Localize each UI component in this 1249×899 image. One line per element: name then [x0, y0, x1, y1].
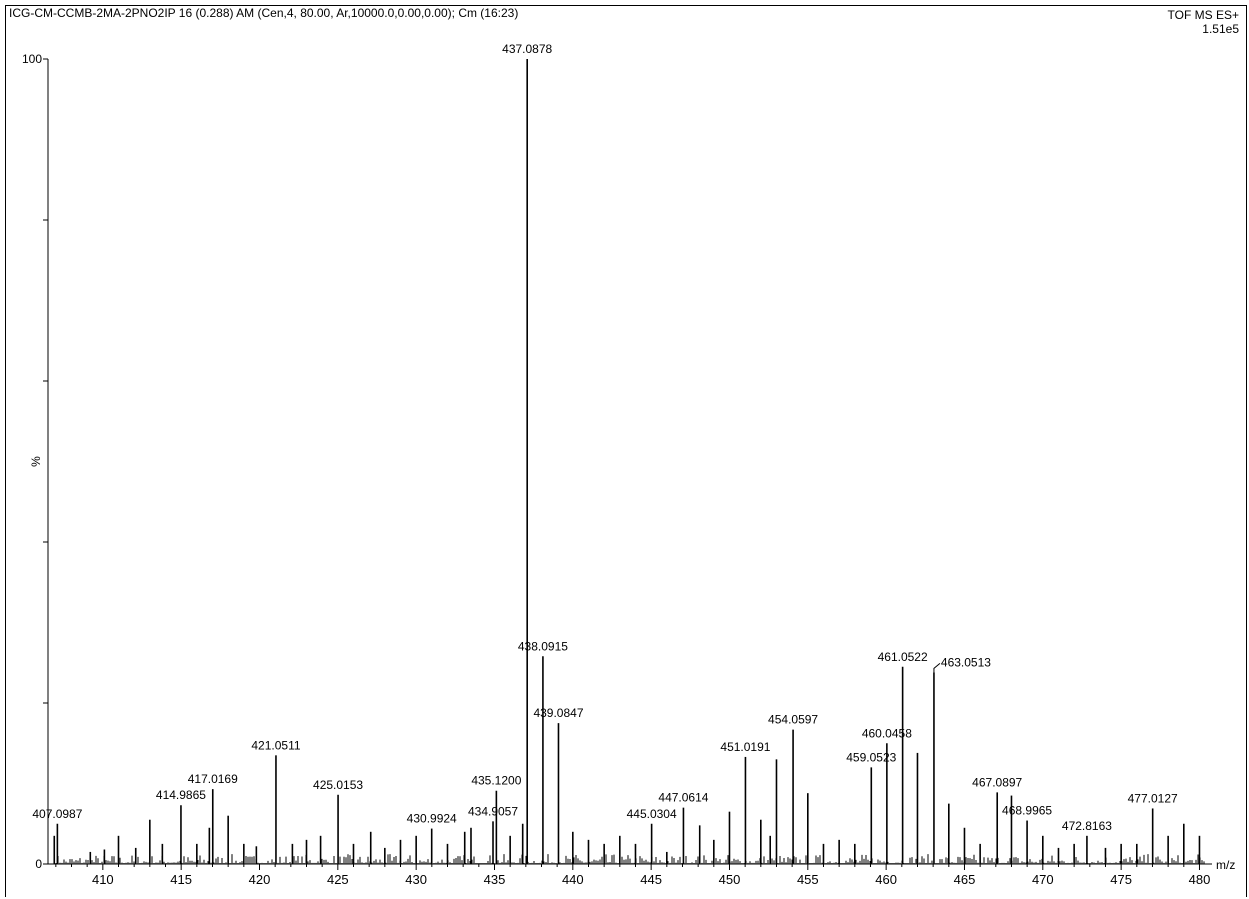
peak-label: 454.0597 — [768, 713, 818, 727]
peak-label: 451.0191 — [720, 740, 770, 754]
x-tick-label: 465 — [954, 872, 976, 887]
peak-label: 421.0511 — [251, 738, 300, 752]
peak-label: 472.8163 — [1062, 819, 1112, 833]
peak-label: 468.9965 — [1002, 804, 1052, 818]
x-tick-label: 435 — [484, 872, 506, 887]
peak-label: 467.0897 — [972, 775, 1022, 789]
x-tick-label: 460 — [875, 872, 897, 887]
label-leaders — [933, 663, 941, 673]
peak-label: 463.0513 — [941, 655, 991, 669]
peak-label: 445.0304 — [627, 807, 677, 821]
y-axis-label: % — [29, 456, 43, 467]
peak-label: 447.0614 — [658, 791, 708, 805]
spectrum-title: ICG-CM-CCMB-2MA-2PNO2IP 16 (0.288) AM (C… — [9, 6, 519, 20]
peak-label: 434.9057 — [468, 804, 518, 818]
peak-label: 430.9924 — [407, 812, 457, 826]
peak-label: 414.9865 — [156, 788, 206, 802]
peak-label: 460.0458 — [862, 726, 912, 740]
y-tick-label: 100 — [22, 52, 42, 66]
x-axis-label: m/z — [1216, 858, 1235, 872]
peaks-group — [53, 59, 1201, 864]
x-tick-label: 415 — [170, 872, 192, 887]
x-tick-label: 470 — [1032, 872, 1054, 887]
peak-label: 425.0153 — [313, 778, 363, 792]
peak-label: 459.0523 — [846, 750, 896, 764]
axes-group: 0 100% 410 415 420 425 430 435 440 445 450 455 460 46… — [22, 52, 1235, 887]
x-tick-label: 430 — [405, 872, 427, 887]
peak-label: 407.0987 — [32, 807, 82, 821]
x-tick-label: 440 — [562, 872, 584, 887]
x-tick-label: 480 — [1189, 872, 1211, 887]
x-tick-label: 445 — [640, 872, 662, 887]
x-tick-label: 475 — [1110, 872, 1132, 887]
peak-label: 477.0127 — [1128, 791, 1178, 805]
peak-label: 435.1200 — [471, 774, 521, 788]
x-tick-label: 410 — [92, 872, 114, 887]
spectrum-frame — [5, 5, 1247, 897]
peak-labels: 437.0878 438.0915 461.0522 463.0513 439.0847… — [32, 42, 1178, 833]
x-tick-label: 420 — [249, 872, 271, 887]
x-tick-label: 425 — [327, 872, 349, 887]
peak-label: 461.0522 — [878, 650, 928, 664]
ms-mode: TOF MS ES+ — [1167, 8, 1239, 22]
intensity-scale: 1.51e5 — [1202, 22, 1239, 36]
peak-label: 438.0915 — [518, 639, 568, 653]
x-tick-label: 455 — [797, 872, 819, 887]
peak-label: 437.0878 — [502, 42, 552, 56]
peak-label: 439.0847 — [533, 706, 583, 720]
y-tick-label: 0 — [35, 857, 42, 871]
peak-label: 417.0169 — [188, 772, 238, 786]
x-tick-label: 450 — [719, 872, 741, 887]
label-leader — [933, 663, 941, 673]
